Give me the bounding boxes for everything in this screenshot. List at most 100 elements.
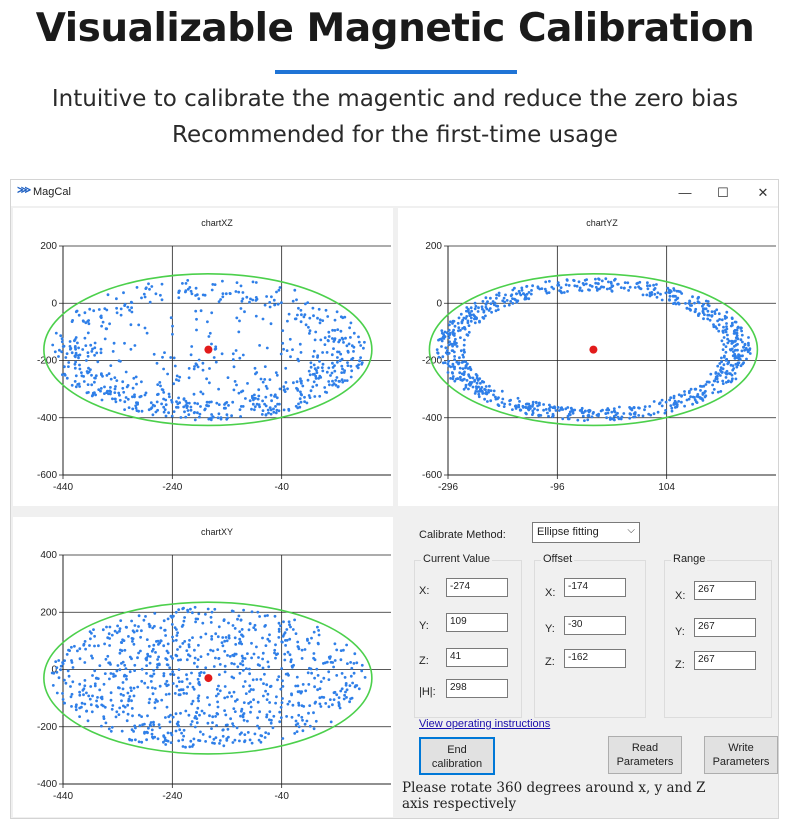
data-point [443,361,447,364]
data-point [217,412,221,416]
instructions-link[interactable]: View operating instructions [419,718,551,730]
data-point [243,657,247,660]
range-y-field[interactable]: 267 [694,618,756,637]
data-point [702,391,706,395]
data-point [214,656,217,660]
data-point [723,314,727,318]
data-point [211,649,215,653]
data-point [470,381,474,384]
current-h-field[interactable]: 298 [446,679,508,698]
write-parameters-button[interactable]: Write Parameters [704,736,778,774]
data-point [143,393,147,397]
data-point [276,302,280,306]
offset-y-field[interactable]: -30 [564,616,626,635]
data-point [118,627,122,630]
read-parameters-button[interactable]: Read Parameters [608,736,682,774]
data-point [126,384,130,387]
range-z-field[interactable]: 267 [694,651,756,670]
data-point [70,659,73,662]
range-x-field[interactable]: 267 [694,581,756,600]
data-point [317,629,320,632]
window-title: MagCal [33,186,71,198]
data-point [81,348,85,351]
write-parameters-line1: Write [728,742,754,754]
data-point [269,393,273,397]
data-point [135,286,139,289]
data-point [632,406,636,409]
data-point [118,668,122,672]
data-point [223,664,227,668]
data-point [720,339,724,343]
data-point [296,357,300,361]
data-point [131,386,135,390]
data-point [85,691,88,695]
data-point [727,360,731,364]
data-point [67,674,71,678]
data-point [481,300,485,303]
data-point [74,374,78,378]
data-point [248,684,252,688]
data-point [301,729,305,733]
data-point [272,407,275,411]
data-point [183,640,187,643]
data-point [119,313,123,317]
data-point [279,624,282,628]
data-point [672,288,676,292]
data-point [586,414,590,418]
end-calibration-button[interactable]: End calibration [419,737,495,775]
offset-x-field[interactable]: -174 [564,578,626,597]
data-point [231,722,235,725]
data-point [619,286,623,289]
current-z-field[interactable]: 41 [446,648,508,667]
data-point [153,701,157,704]
data-point [303,400,306,403]
data-point [172,356,176,360]
data-point [693,387,697,391]
data-point [139,394,143,398]
data-point [484,314,487,318]
data-point [119,619,123,622]
data-point [440,345,443,348]
data-point [65,653,69,656]
data-point [457,326,461,330]
minimize-button[interactable]: — [678,185,692,200]
data-point [51,343,55,347]
data-point [221,728,225,732]
data-point [214,360,218,364]
data-point [99,696,103,699]
data-point [451,362,455,366]
data-point [460,361,464,364]
data-point [693,301,696,305]
data-point [129,686,133,690]
current-h-label: |H|: [419,686,436,698]
current-x-field[interactable]: -274 [446,578,508,597]
data-point [653,292,657,296]
data-point [338,338,342,342]
data-point [249,705,253,709]
data-point [197,358,201,362]
close-button[interactable]: ✕ [757,185,769,200]
data-point [97,644,100,648]
data-point [683,404,686,408]
method-select[interactable]: Ellipse fitting ⌵ [532,522,640,543]
data-point [514,404,518,408]
data-point [511,288,515,292]
data-point [132,694,136,698]
data-point [170,623,174,626]
data-point [191,636,194,639]
data-point [497,396,500,399]
maximize-button[interactable]: ☐ [717,185,729,200]
data-point [84,321,88,325]
data-point [170,398,173,402]
data-point [206,320,209,324]
data-point [467,307,470,311]
data-point [334,383,338,387]
data-point [245,667,248,670]
offset-z-field[interactable]: -162 [564,649,626,668]
current-y-field[interactable]: 109 [446,613,508,632]
data-point [324,702,328,705]
data-point [343,693,346,697]
data-point [105,327,109,331]
data-point [668,298,671,302]
data-point [201,293,205,297]
